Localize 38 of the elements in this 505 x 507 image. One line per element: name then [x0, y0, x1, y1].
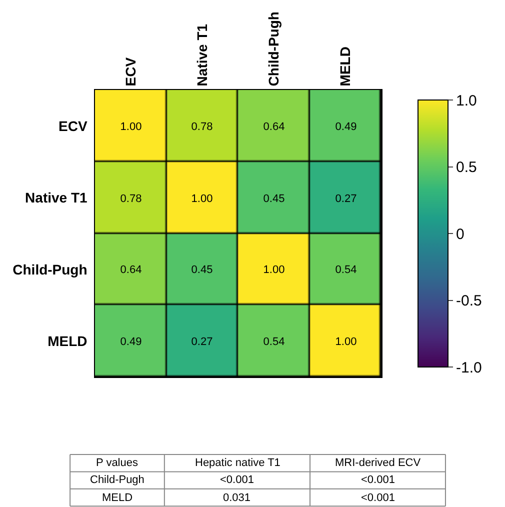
x-tick-label: Child-Pugh	[266, 12, 282, 86]
data-label: 0.45	[263, 192, 285, 205]
data-label: 1.00	[191, 192, 213, 205]
x-tick-label: MELD	[337, 46, 354, 86]
y-tick-label: MELD	[48, 333, 88, 350]
y-tick-label: ECV	[58, 118, 88, 134]
text: Hepatic native T1	[195, 457, 280, 469]
color-bar-label: 0	[456, 226, 464, 243]
text: <0.001	[220, 474, 254, 486]
text: <0.001	[361, 492, 395, 504]
data-label: 0.49	[120, 336, 142, 348]
data-label: 0.64	[120, 264, 142, 276]
x-tick-label: Native T1	[194, 24, 210, 86]
color-bar-label: -1.0	[456, 359, 482, 376]
data-label: 0.54	[335, 264, 357, 276]
data-label: 0.27	[335, 192, 357, 205]
data-label: 0.78	[191, 120, 213, 133]
data-label: 1.00	[335, 336, 357, 348]
data-label: 0.78	[120, 192, 142, 205]
text: MRI-derived ECV	[335, 457, 422, 469]
y-tick-label: Native T1	[25, 190, 88, 206]
color-bar-label: 1.0	[456, 92, 477, 110]
y-tick-label: Child-Pugh	[12, 261, 88, 278]
data-label: 0.49	[335, 120, 357, 133]
text: 0.031	[223, 492, 251, 504]
color-bar-label: -0.5	[456, 292, 482, 310]
text: P values	[96, 457, 138, 469]
data-label: 1.00	[263, 264, 285, 276]
data-label: 0.64	[263, 120, 285, 133]
data-label: 0.45	[191, 264, 213, 276]
text: Child-Pugh	[90, 474, 144, 486]
data-label: 0.54	[263, 336, 285, 348]
text: <0.001	[361, 474, 395, 486]
text: MELD	[102, 492, 133, 504]
data-label: 0.27	[191, 336, 213, 348]
color-bar-label: 0.5	[456, 159, 477, 176]
data-label: 1.00	[120, 120, 142, 133]
x-tick-label: ECV	[122, 56, 138, 86]
